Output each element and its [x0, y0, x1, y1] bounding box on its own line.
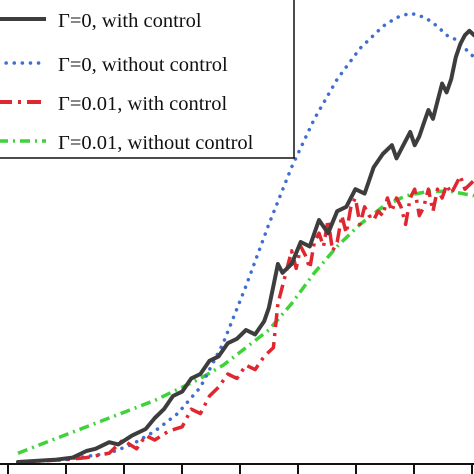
series-line-1	[16, 11, 474, 464]
x-axis	[0, 463, 474, 474]
series-line-3	[17, 189, 474, 455]
series-line-0	[16, 28, 474, 464]
legend-label: Γ=0, with control	[58, 10, 202, 32]
legend-entry: Γ=0.01, without control	[0, 132, 254, 154]
legend-label: Γ=0.01, with control	[58, 93, 227, 115]
legend-entry: Γ=0.01, with control	[0, 93, 227, 115]
legend-label: Γ=0, without control	[58, 54, 228, 76]
series-line-2	[17, 174, 474, 464]
plot-area	[16, 11, 474, 464]
legend: Γ=0, with control Γ=0, without control Γ…	[0, 0, 295, 159]
legend-entry: Γ=0, without control	[0, 54, 228, 76]
legend-box	[0, 0, 295, 159]
legend-label: Γ=0.01, without control	[58, 132, 254, 154]
legend-entry: Γ=0, with control	[0, 10, 202, 32]
